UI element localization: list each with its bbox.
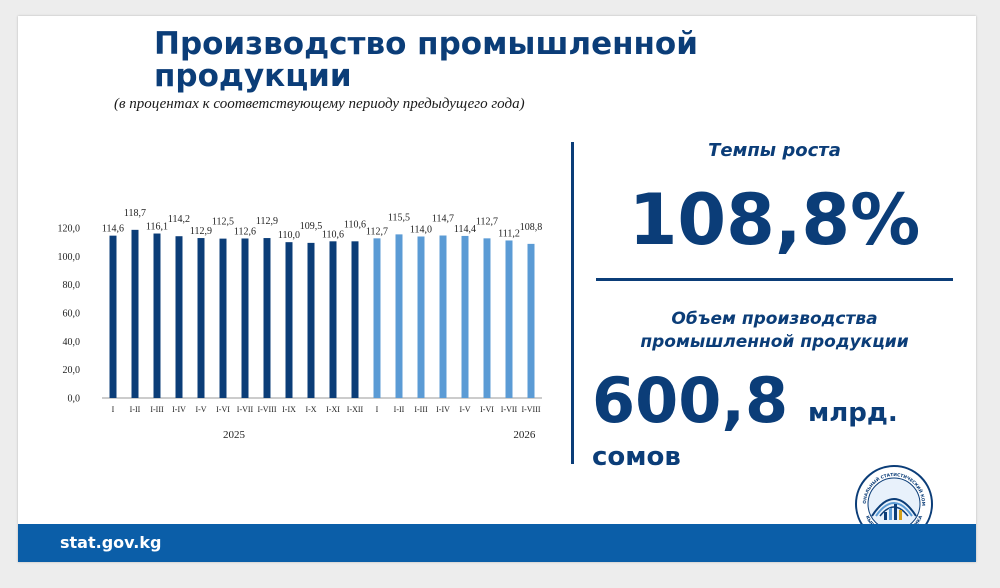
bar-i-vii-18 (505, 240, 513, 398)
y-tick-label: 20,0 (63, 365, 81, 376)
bar-i-x-9 (307, 242, 315, 398)
x-tick-label: I-VIII (521, 405, 540, 414)
data-label: 108,8 (520, 222, 543, 233)
y-tick-label: 100,0 (58, 252, 81, 263)
x-tick-label: I-IX (282, 405, 296, 414)
bar-i-v-16 (461, 235, 469, 398)
slide-subtitle: (в процентах к соответствующему периоду … (114, 96, 525, 112)
data-label: 109,5 (300, 221, 323, 232)
bar-i-xi-10 (329, 241, 337, 398)
data-label: 114,6 (102, 224, 124, 235)
x-tick-label: I (376, 405, 379, 414)
bar-i-v-4 (197, 238, 205, 398)
year-group-label: 2025 (223, 429, 246, 441)
production-volume-value: 600,8 (592, 364, 789, 437)
y-tick-label: 80,0 (63, 280, 81, 291)
data-label: 110,6 (322, 229, 344, 240)
data-label: 112,7 (476, 216, 498, 227)
bar-i-0 (109, 235, 117, 398)
data-label: 112,9 (256, 216, 278, 227)
growth-rate-label: Темпы роста (708, 140, 841, 161)
bar-i-vi-17 (483, 238, 491, 398)
x-tick-label: I-XII (347, 405, 364, 414)
slide-title: Производство промышленной продукции (154, 26, 698, 94)
bar-i-vi-5 (219, 238, 227, 398)
statistics-committee-logo: НАЦИОНАЛЬНЫЙ СТАТИСТИЧЕСКИЙ КОМИТЕТ КЫРГ… (854, 464, 933, 543)
x-tick-label: I-XI (326, 405, 340, 414)
x-tick-label: I-V (459, 405, 470, 414)
x-tick-label: I-VII (501, 405, 518, 414)
x-tick-label: I-II (130, 405, 141, 414)
footer-website-link[interactable]: stat.gov.kg (60, 533, 162, 552)
y-tick-label: 60,0 (63, 309, 81, 320)
bar-i-iv-3 (175, 236, 183, 398)
bar-chart: 0,0 20,0 40,0 60,0 80,0 100,0 120,0 114,6 I 118,7… (58, 208, 543, 441)
data-label: 115,5 (388, 212, 410, 223)
bar-i-ii-1 (131, 229, 139, 398)
x-tick-label: I-IV (172, 405, 186, 414)
x-tick-label: I-IV (436, 405, 450, 414)
bar-i-ii-13 (395, 234, 403, 398)
data-label: 116,1 (146, 222, 168, 233)
bar-i-viii-7 (263, 238, 271, 398)
bar-i-iii-2 (153, 233, 161, 398)
data-label: 112,9 (190, 226, 212, 237)
bar-i-viii-19 (527, 243, 535, 398)
x-tick-label: I-II (394, 405, 405, 414)
x-tick-label: I-VIII (257, 405, 276, 414)
bar-i-ix-8 (285, 242, 293, 398)
data-label: 112,6 (234, 226, 256, 237)
x-tick-label: I-VI (216, 405, 230, 414)
data-label: 114,2 (168, 214, 190, 225)
production-volume-unit-billion: млрд. (808, 398, 898, 428)
y-tick-label: 0,0 (68, 394, 81, 405)
horizontal-divider (596, 278, 953, 281)
x-tick-label: I (112, 405, 115, 414)
data-label: 114,7 (432, 214, 454, 225)
production-volume-label: Объем производства промышленной продукци… (640, 309, 909, 352)
data-label: 111,2 (498, 228, 520, 239)
data-label: 114,0 (410, 225, 432, 236)
x-tick-label: I-X (305, 405, 316, 414)
y-tick-label: 40,0 (63, 337, 81, 348)
data-label: 114,4 (454, 224, 476, 235)
x-tick-label: I-III (414, 405, 428, 414)
bar-i-12 (373, 238, 381, 398)
bar-i-vii-6 (241, 238, 249, 398)
data-label: 112,5 (212, 217, 234, 228)
year-group-label: 2026 (513, 429, 536, 441)
data-label: 110,0 (278, 230, 300, 241)
x-tick-label: I-III (150, 405, 164, 414)
bar-i-iii-14 (417, 236, 425, 398)
y-tick-label: 120,0 (58, 224, 81, 235)
data-label: 118,7 (124, 208, 146, 219)
growth-rate-value: 108,8% (628, 179, 921, 261)
x-tick-label: I-VII (237, 405, 254, 414)
bar-i-xii-11 (351, 241, 359, 398)
production-volume-unit-soms: сомов (592, 442, 681, 472)
x-tick-label: I-V (195, 405, 206, 414)
footer-bar: stat.gov.kg (18, 524, 976, 562)
data-label: 110,6 (344, 219, 366, 230)
bar-i-iv-15 (439, 235, 447, 398)
slide: Производство промышленной продукции (в п… (18, 16, 976, 562)
data-label: 112,7 (366, 226, 388, 237)
x-tick-label: I-VI (480, 405, 494, 414)
vertical-divider (571, 142, 574, 464)
